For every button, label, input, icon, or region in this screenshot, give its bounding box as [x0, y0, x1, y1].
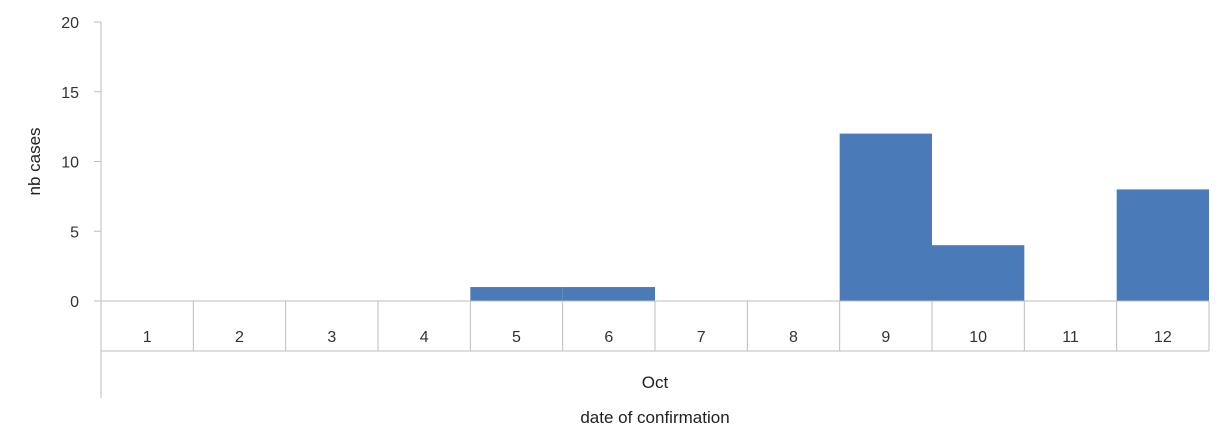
bar-6	[562, 287, 655, 301]
y-tick-label: 10	[61, 155, 79, 172]
bar-9	[839, 133, 932, 301]
x-axis-month-label: Oct	[642, 373, 669, 392]
x-tick-label: 9	[881, 329, 890, 346]
y-axis-title: nb cases	[25, 127, 44, 195]
y-tick-label: 0	[70, 294, 79, 311]
x-tick-label: 12	[1154, 329, 1172, 346]
x-tick-label: 1	[143, 329, 152, 346]
x-tick-label: 10	[969, 329, 987, 346]
bar-5	[470, 287, 563, 301]
y-tick-label: 20	[61, 15, 79, 32]
x-tick-label: 8	[789, 329, 798, 346]
y-ticks-layer: 0 5 10 15 20	[61, 15, 101, 311]
y-tick-label: 5	[70, 224, 79, 241]
x-tick-label: 3	[327, 329, 336, 346]
x-axis-title: date of confirmation	[580, 408, 729, 427]
y-tick-label: 15	[61, 85, 79, 102]
x-tick-label: 4	[420, 329, 429, 346]
x-tick-label: 5	[512, 329, 521, 346]
bar-12	[1116, 189, 1209, 301]
x-tick-label: 7	[697, 329, 706, 346]
bars-layer	[470, 133, 1209, 301]
x-tick-label: 6	[604, 329, 613, 346]
x-tick-label: 2	[235, 329, 244, 346]
bar-10	[932, 245, 1025, 301]
x-ticks-layer: 1 2 3 4 5 6 7 8 9 10 11 12	[100, 301, 1210, 351]
x-tick-label: 11	[1062, 329, 1079, 346]
